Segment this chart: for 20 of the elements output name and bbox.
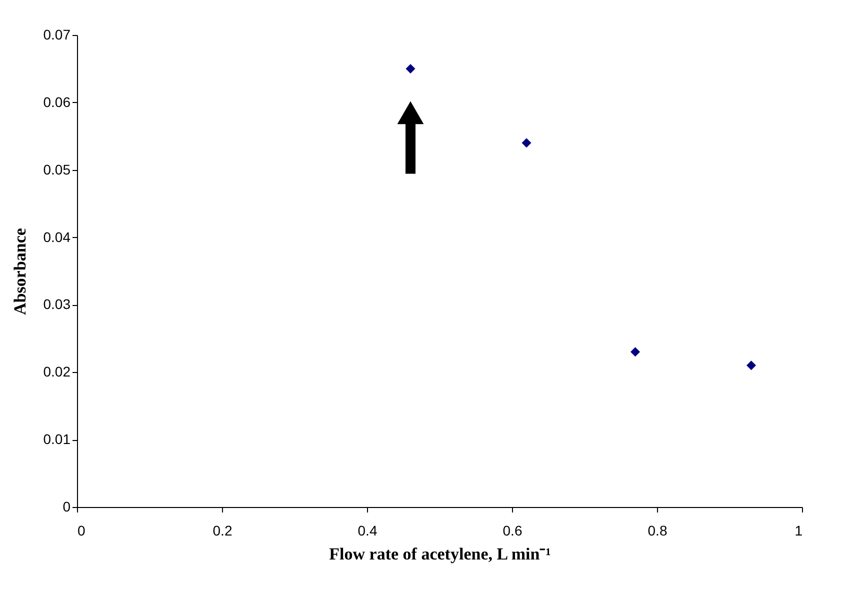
- x-tick-label: 0.8: [648, 522, 668, 538]
- y-tick-label: 0.02: [43, 364, 71, 380]
- x-tick-label: 0.6: [502, 522, 522, 538]
- y-tick-label: 0.05: [43, 161, 71, 178]
- y-tick-label: 0: [62, 498, 71, 514]
- y-tick-label: 0.06: [43, 94, 71, 110]
- y-tick-label: 0.03: [43, 296, 71, 312]
- y-tick-label: 0.01: [43, 431, 71, 448]
- x-tick-label: 0.2: [212, 522, 232, 538]
- point: [522, 138, 532, 148]
- y-axis-title: Absorbance: [10, 228, 30, 315]
- y-tick-label: 0.07: [43, 26, 71, 42]
- point: [630, 347, 640, 357]
- x-tick-label: 0: [78, 522, 86, 538]
- x-tick-label: 0.4: [358, 522, 378, 538]
- y-tick-label: 0.04: [43, 228, 71, 245]
- point: [746, 360, 756, 370]
- x-tick-label: 1: [794, 522, 803, 538]
- point: [406, 64, 416, 74]
- x-axis-title: Flow rate of acetylene, L min⁻¹: [329, 544, 551, 564]
